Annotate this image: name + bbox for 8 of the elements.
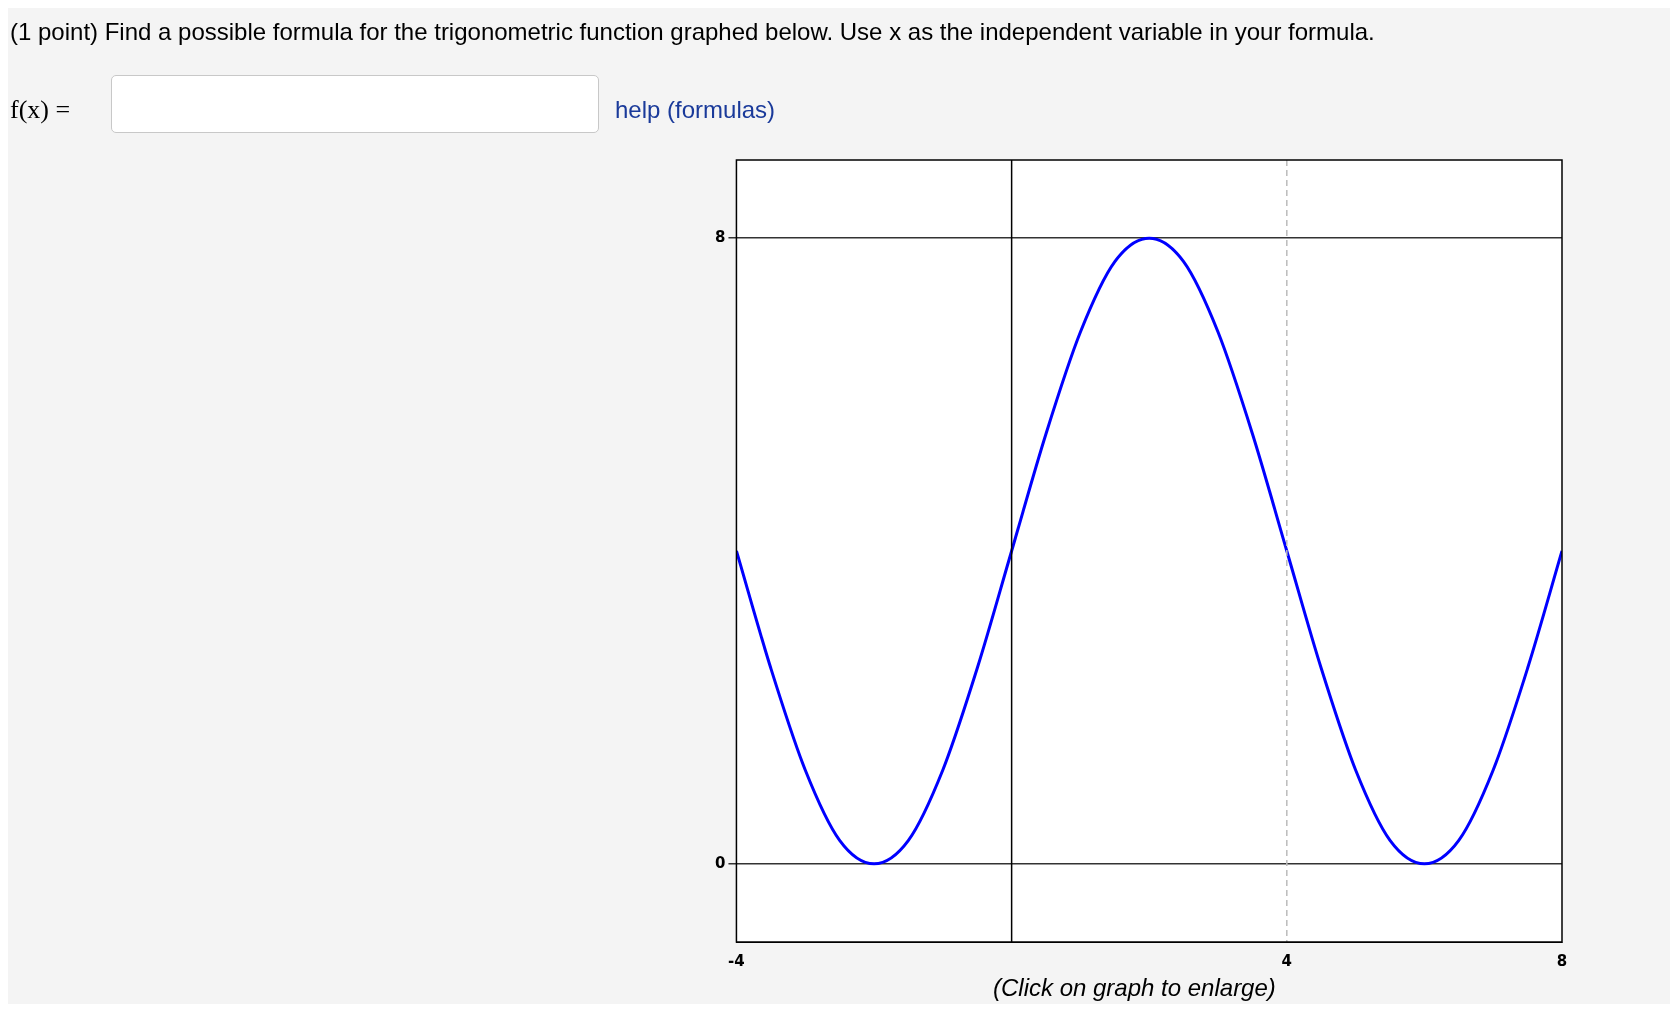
chart-title: (1 point) Find a possible formula for the trigonometric function graphed below. Use x as the independent variable in your formula. — [10, 18, 1375, 46]
x-tick-label: 4 — [1281, 951, 1293, 970]
text: f(x) = — [10, 95, 71, 125]
text: help (formulas) — [615, 96, 776, 124]
y-tick-label: 0 — [715, 853, 726, 872]
x-tick-label: 8 — [1556, 951, 1568, 970]
x-tick-label: -4 — [728, 951, 745, 970]
text: (Click on graph to enlarge) — [993, 974, 1276, 1002]
